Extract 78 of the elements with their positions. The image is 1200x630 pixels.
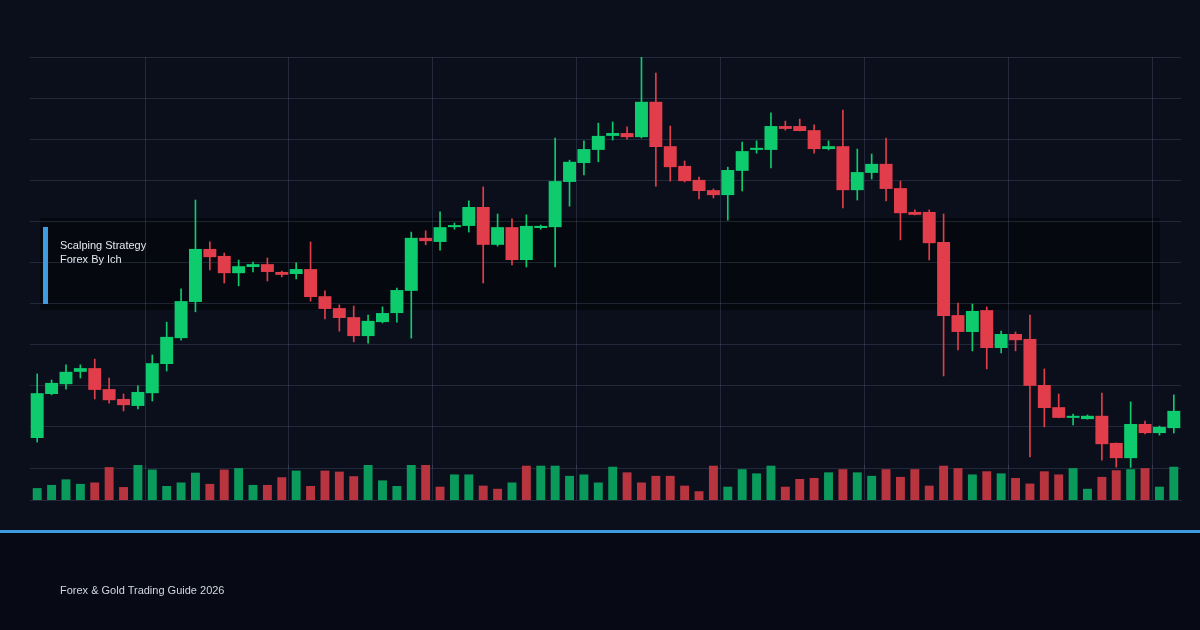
bar bbox=[493, 488, 503, 500]
bar bbox=[277, 477, 287, 500]
bar bbox=[651, 475, 661, 500]
bar bbox=[939, 465, 949, 500]
bar bbox=[291, 470, 301, 500]
bar bbox=[378, 480, 387, 500]
bar bbox=[306, 486, 316, 500]
bar bbox=[104, 467, 114, 500]
annotation: Scalping Strategy Forex By Ich bbox=[60, 238, 148, 266]
bar bbox=[680, 485, 690, 500]
bar bbox=[1097, 476, 1107, 500]
bar bbox=[47, 484, 57, 500]
bar bbox=[219, 469, 229, 500]
bar bbox=[61, 479, 71, 500]
bar bbox=[191, 472, 200, 500]
bar bbox=[593, 482, 603, 500]
bar bbox=[550, 465, 560, 500]
bar bbox=[752, 473, 762, 500]
bar bbox=[234, 468, 244, 500]
bar bbox=[248, 484, 258, 500]
bar bbox=[176, 482, 186, 500]
bar bbox=[780, 486, 790, 500]
bar bbox=[895, 476, 905, 500]
bar bbox=[1111, 470, 1121, 500]
bar bbox=[565, 475, 574, 500]
bar bbox=[162, 486, 172, 500]
bar bbox=[1025, 483, 1035, 500]
bar bbox=[723, 486, 733, 500]
bar bbox=[1126, 469, 1136, 500]
bar bbox=[1083, 488, 1092, 500]
bar bbox=[924, 485, 934, 500]
bar bbox=[464, 474, 474, 500]
candlestick bbox=[606, 121, 620, 141]
bar bbox=[1068, 468, 1078, 500]
bar bbox=[349, 476, 359, 500]
bar bbox=[334, 471, 344, 500]
bar bbox=[75, 483, 85, 500]
bar bbox=[824, 472, 833, 500]
bar bbox=[852, 472, 862, 500]
bar bbox=[881, 469, 891, 500]
bar bbox=[910, 469, 920, 500]
bar bbox=[392, 486, 402, 500]
bar bbox=[435, 486, 445, 500]
bar bbox=[1054, 474, 1064, 500]
bar bbox=[737, 469, 747, 500]
bar bbox=[536, 465, 546, 500]
bar bbox=[32, 488, 42, 500]
bar bbox=[967, 474, 977, 500]
bar bbox=[147, 469, 157, 500]
bar bbox=[579, 474, 589, 500]
bar bbox=[766, 465, 776, 500]
bar bbox=[1154, 486, 1164, 500]
bar bbox=[320, 470, 330, 500]
bar bbox=[982, 471, 992, 500]
bar bbox=[119, 487, 128, 500]
bar bbox=[637, 482, 646, 500]
bar bbox=[1011, 477, 1020, 500]
bar bbox=[262, 484, 272, 500]
bar bbox=[521, 465, 531, 500]
bar bbox=[694, 491, 704, 500]
bar bbox=[478, 485, 488, 500]
bar bbox=[449, 474, 459, 500]
bar bbox=[953, 468, 963, 500]
text: Forex & Gold Trading Guide 2026 bbox=[60, 584, 225, 596]
bar bbox=[406, 465, 416, 500]
bar bbox=[795, 479, 805, 500]
bar bbox=[809, 477, 819, 500]
bar bbox=[90, 482, 100, 500]
bar bbox=[205, 483, 215, 500]
bar bbox=[996, 473, 1006, 500]
bar bbox=[1039, 471, 1049, 500]
bar bbox=[665, 475, 675, 500]
bar bbox=[622, 472, 632, 500]
bar bbox=[608, 466, 618, 500]
bar bbox=[838, 469, 848, 500]
bar bbox=[867, 475, 877, 500]
bar bbox=[1169, 466, 1179, 500]
bar bbox=[363, 465, 373, 500]
